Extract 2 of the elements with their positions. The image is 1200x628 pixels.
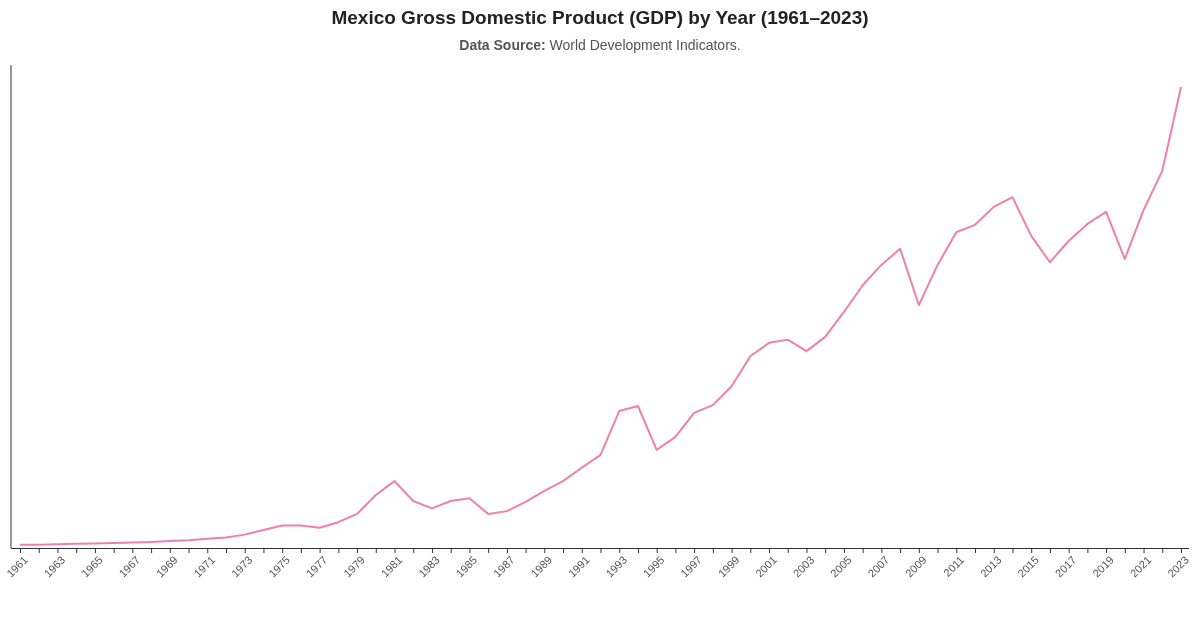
chart-subtitle: Data Source: World Development Indicators. [459,37,741,53]
chart-title: Mexico Gross Domestic Product (GDP) by Year (1961–2023) [331,7,869,28]
